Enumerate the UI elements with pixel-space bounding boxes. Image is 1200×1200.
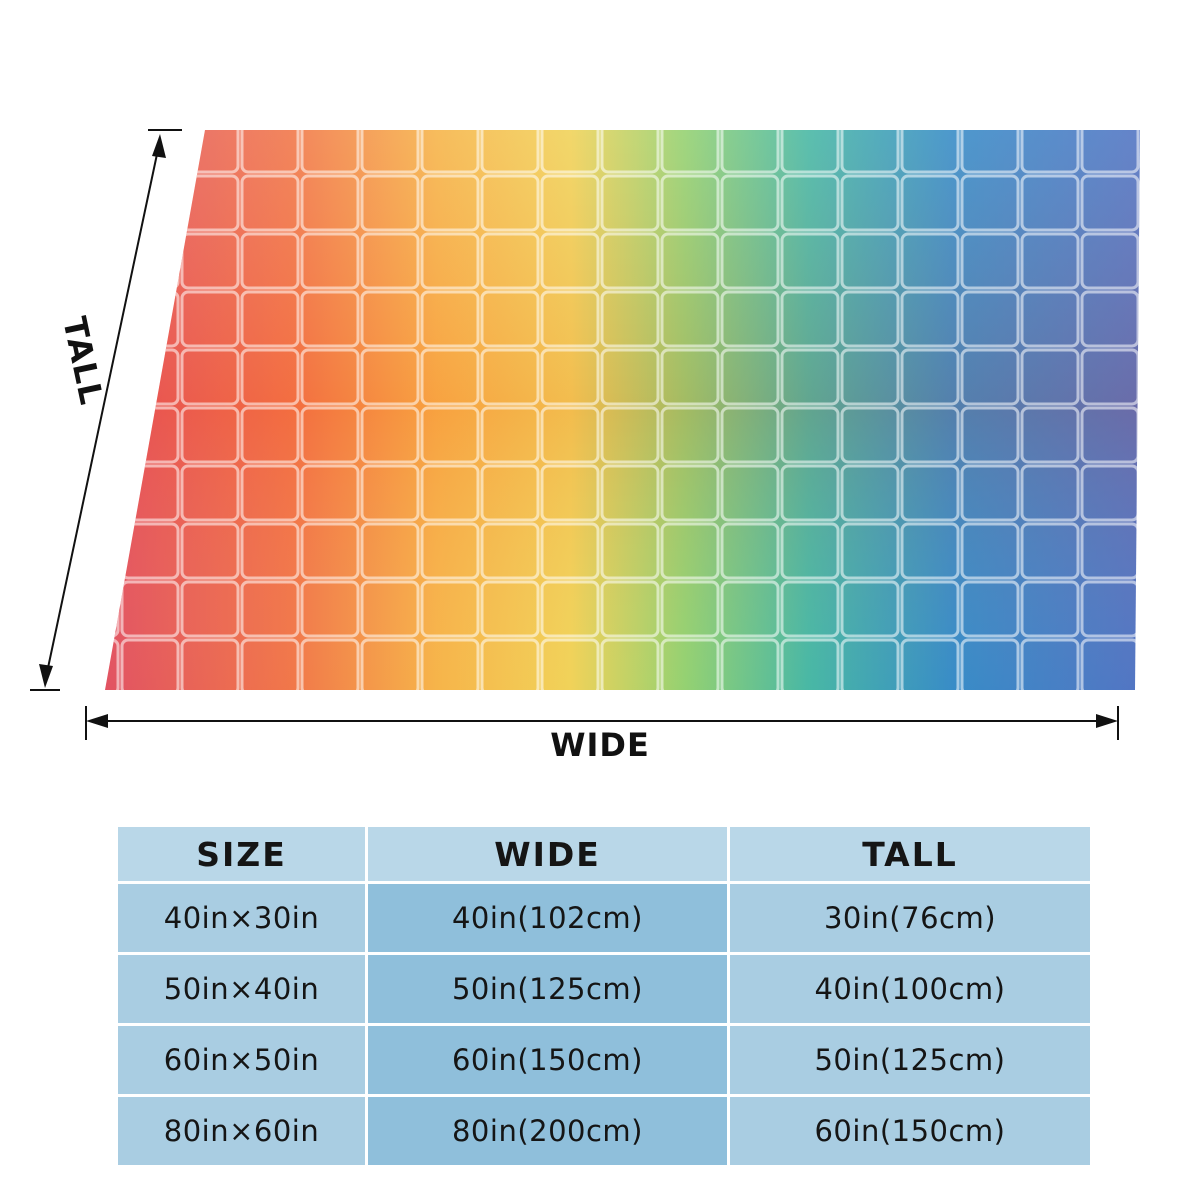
wide-dimension-arrow xyxy=(85,706,1119,740)
cell-wide: 40in(102cm) xyxy=(365,881,730,955)
table-row: 80in×60in 80in(200cm) 60in(150cm) xyxy=(115,1094,1093,1168)
table-row: 40in×30in 40in(102cm) 30in(76cm) xyxy=(115,881,1093,955)
header-wide: WIDE xyxy=(365,824,730,884)
header-size: SIZE xyxy=(115,824,368,884)
size-table: SIZE WIDE TALL 40in×30in 40in(102cm) 30i… xyxy=(115,824,1093,1168)
cell-wide: 50in(125cm) xyxy=(365,952,730,1026)
cell-tall: 50in(125cm) xyxy=(727,1023,1093,1097)
cell-size: 50in×40in xyxy=(115,952,368,1026)
cell-tall: 40in(100cm) xyxy=(727,952,1093,1026)
table-row: 60in×50in 60in(150cm) 50in(125cm) xyxy=(115,1023,1093,1097)
cell-size: 60in×50in xyxy=(115,1023,368,1097)
blanket-image xyxy=(105,130,1140,690)
blanket-dimension-diagram xyxy=(30,129,1140,740)
cell-tall: 60in(150cm) xyxy=(727,1094,1093,1168)
table-header-row: SIZE WIDE TALL xyxy=(115,824,1093,884)
tall-dimension-arrow xyxy=(30,129,182,691)
cell-tall: 30in(76cm) xyxy=(727,881,1093,955)
header-tall: TALL xyxy=(727,824,1093,884)
cell-size: 80in×60in xyxy=(115,1094,368,1168)
table-row: 50in×40in 50in(125cm) 40in(100cm) xyxy=(115,952,1093,1026)
wide-label: WIDE xyxy=(550,726,650,764)
cell-wide: 80in(200cm) xyxy=(365,1094,730,1168)
cell-wide: 60in(150cm) xyxy=(365,1023,730,1097)
cell-size: 40in×30in xyxy=(115,881,368,955)
